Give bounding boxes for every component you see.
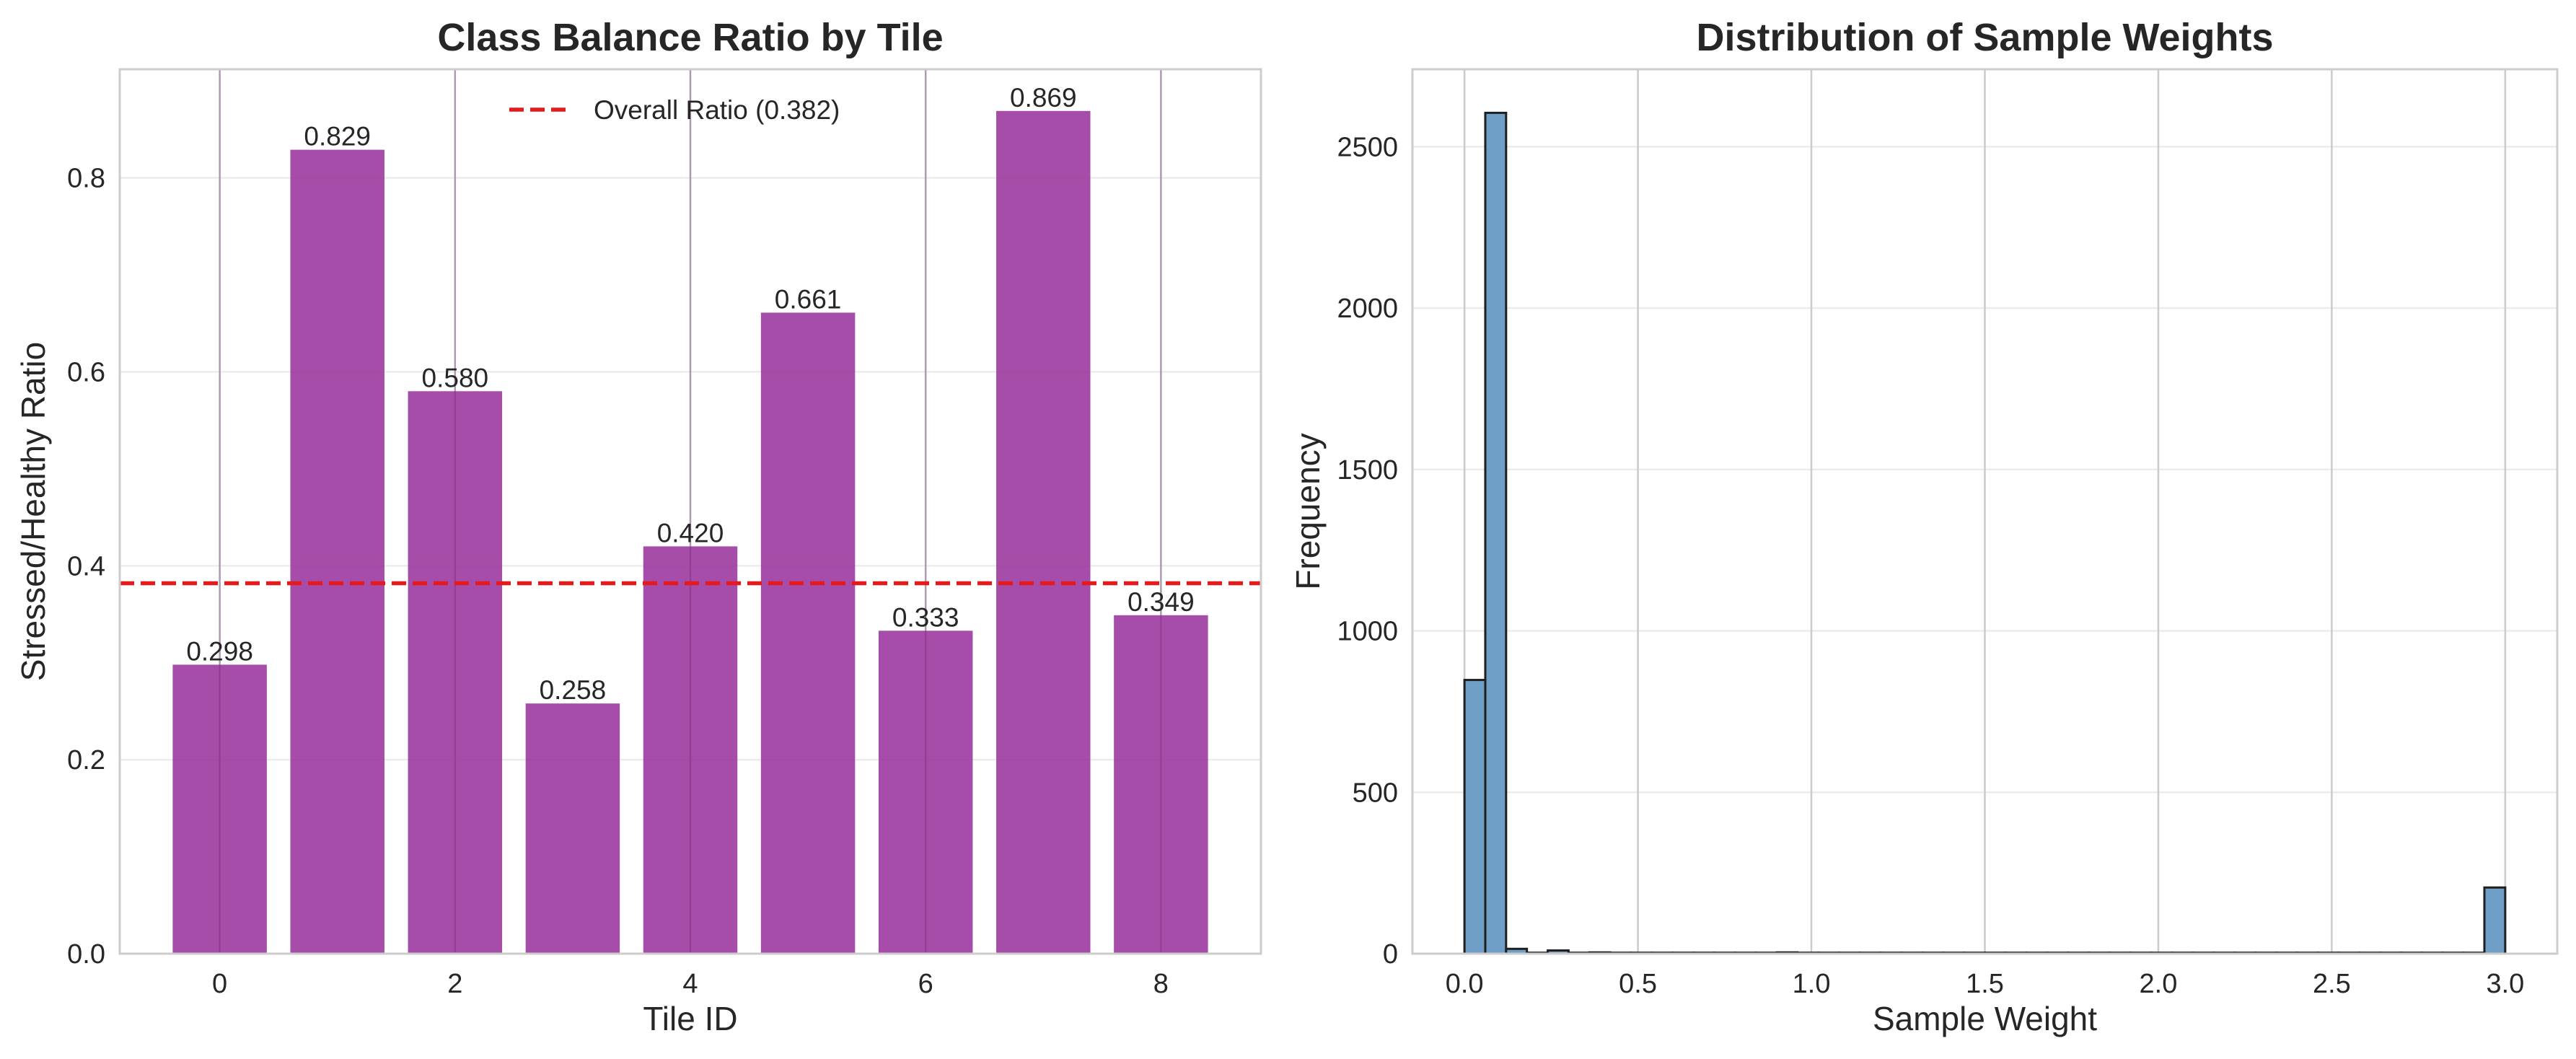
ratio-bar-tile-6 <box>878 630 973 954</box>
ratio-chart-x-grid-overlay <box>219 69 1162 954</box>
legend-entry-overall-ratio: Overall Ratio (0.382) <box>594 95 840 125</box>
ratio-x-tick-label: 2 <box>447 969 462 999</box>
ratio-chart-x-ticks: 0 2 4 6 8 <box>212 969 1169 999</box>
ratio-bar-tile-3 <box>525 703 620 954</box>
histogram-bin <box>2483 886 2507 955</box>
ratio-y-tick-label: 0.8 <box>67 164 105 194</box>
histogram-y-tick-label: 0 <box>1383 939 1398 970</box>
ratio-value-label-tile-4: 0.420 <box>657 518 724 548</box>
histogram-x-tick-label: 1.5 <box>1966 969 2004 999</box>
ratio-bar-tile-2 <box>408 391 503 954</box>
histogram-x-tick-label: 2.0 <box>2140 969 2178 999</box>
ratio-chart-y-axis-label: Stressed/Healthy Ratio <box>14 342 52 681</box>
histogram-y-tick-label: 2000 <box>1337 294 1398 324</box>
ratio-x-tick-label: 8 <box>1153 969 1169 999</box>
ratio-bars <box>172 110 1208 954</box>
histogram-x-tick-label: 1.0 <box>1793 969 1831 999</box>
ratio-x-tick-label: 6 <box>918 969 933 999</box>
histogram-y-ticks: 0 500 1000 1500 2000 2500 <box>1337 132 1398 970</box>
sample-weight-histogram: 0.0 0.5 1.0 1.5 2.0 2.5 3.0 0 500 1000 1500 2000 25… <box>1289 16 2559 1037</box>
histogram-x-tick-label: 0.0 <box>1446 969 1484 999</box>
histogram-bin <box>1463 679 1487 955</box>
ratio-value-label-tile-7: 0.869 <box>1010 83 1077 113</box>
ratio-bar-tile-7 <box>996 110 1091 954</box>
ratio-value-label-tile-1: 0.829 <box>304 122 371 151</box>
ratio-x-tick-label: 0 <box>212 969 227 999</box>
histogram-x-tick-label: 3.0 <box>2486 969 2524 999</box>
ratio-chart-x-axis-label: Tile ID <box>643 1000 737 1037</box>
ratio-bar-tile-1 <box>290 149 384 954</box>
histogram-y-tick-label: 1000 <box>1337 617 1398 647</box>
ratio-value-label-tile-8: 0.349 <box>1127 587 1195 617</box>
histogram-y-tick-label: 500 <box>1353 778 1398 808</box>
ratio-value-label-tile-0: 0.298 <box>186 636 253 666</box>
histogram-frame <box>1411 68 2559 955</box>
ratio-bar-tile-5 <box>760 312 856 954</box>
histogram-y-axis-label: Frequency <box>1289 433 1327 589</box>
histogram-x-grid <box>1463 69 2507 954</box>
ratio-x-tick-label: 4 <box>682 969 698 999</box>
ratio-bar-tile-0 <box>172 664 267 954</box>
ratio-value-label-tile-3: 0.258 <box>540 675 607 705</box>
histogram-x-ticks: 0.0 0.5 1.0 1.5 2.0 2.5 3.0 <box>1446 969 2525 999</box>
ratio-bar-tile-4 <box>643 546 738 954</box>
histogram-x-axis-label: Sample Weight <box>1873 1000 2097 1037</box>
ratio-value-label-tile-2: 0.580 <box>422 363 489 392</box>
ratio-chart-title: Class Balance Ratio by Tile <box>437 16 943 59</box>
ratio-chart-frame <box>118 68 1262 955</box>
ratio-y-tick-label: 0.0 <box>67 939 105 970</box>
ratio-y-tick-label: 0.6 <box>67 357 105 387</box>
ratio-value-labels: 0.298 0.829 0.580 0.258 0.420 0.661 0.333 0.869… <box>186 83 1194 705</box>
ratio-y-tick-label: 0.2 <box>67 745 105 775</box>
histogram-y-tick-label: 1500 <box>1337 455 1398 485</box>
ratio-chart-legend: Overall Ratio (0.382) <box>509 95 840 125</box>
histogram-bin <box>1484 111 1508 955</box>
ratio-chart-y-ticks: 0.0 0.2 0.4 0.6 0.8 <box>67 164 105 970</box>
ratio-value-label-tile-5: 0.661 <box>775 284 842 314</box>
histogram-x-tick-label: 0.5 <box>1619 969 1657 999</box>
ratio-value-label-tile-6: 0.333 <box>892 602 959 632</box>
histogram-title: Distribution of Sample Weights <box>1696 16 2273 59</box>
histogram-x-tick-label: 2.5 <box>2313 969 2351 999</box>
histogram-y-tick-label: 2500 <box>1337 132 1398 162</box>
ratio-bar-tile-8 <box>1114 615 1208 954</box>
ratio-y-tick-label: 0.4 <box>67 551 105 581</box>
